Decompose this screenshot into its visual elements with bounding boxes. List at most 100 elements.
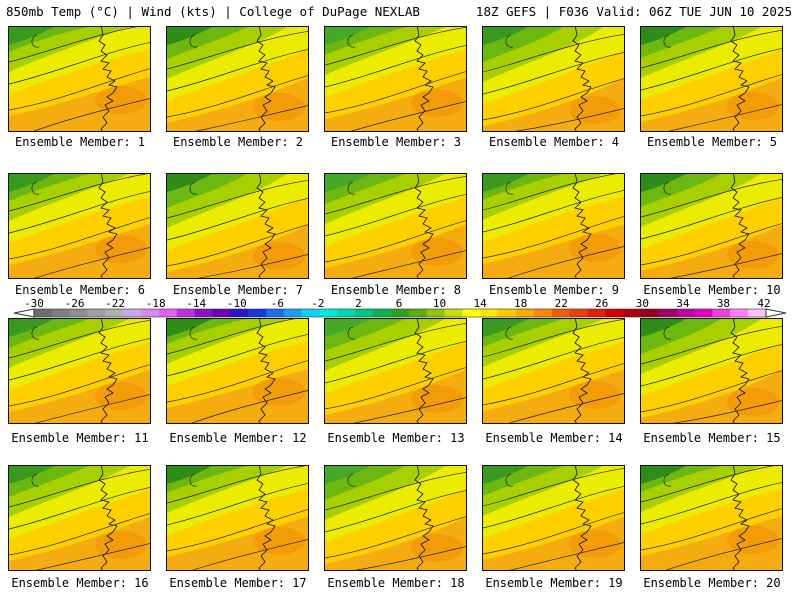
colorbar-segment (605, 309, 624, 317)
ensemble-panel (324, 465, 467, 571)
colorbar-segment (712, 309, 731, 317)
panel-label: Ensemble Member: 1 (14, 135, 146, 149)
ensemble-panel (640, 465, 783, 571)
colorbar-segment (248, 309, 267, 317)
temperature-colorbar: -30 -26 -22 -18 -14 -10 -6 -2 2 6 10 14 18 22 26 30 34 38… (13, 298, 787, 318)
colorbar-segment (444, 309, 463, 317)
temperature-map (641, 319, 782, 423)
ensemble-panel (8, 465, 151, 571)
panel-label: Ensemble Member: 11 (11, 431, 149, 445)
colorbar-segment (462, 309, 481, 317)
colorbar-segment (176, 309, 196, 317)
temperature-map (9, 174, 150, 278)
colorbar-segment (105, 309, 124, 317)
ensemble-panel (324, 173, 467, 279)
ensemble-panel (640, 26, 783, 132)
colorbar-segment (194, 309, 214, 317)
colorbar-tick-label: 18 (514, 298, 527, 310)
panel-label: Ensemble Member: 3 (330, 135, 462, 149)
panel-label: Ensemble Member: 17 (169, 576, 307, 590)
colorbar-segment (408, 309, 428, 317)
colorbar-segment (212, 309, 231, 317)
colorbar-segment (266, 309, 285, 317)
colorbar-segment (498, 309, 517, 317)
ensemble-panel (482, 465, 625, 571)
colorbar-tick-label: -22 (105, 298, 125, 310)
colorbar-tick-label: 30 (636, 298, 649, 310)
panel-label: Ensemble Member: 18 (327, 576, 465, 590)
colorbar-segment (283, 309, 303, 317)
panel-label: Ensemble Member: 20 (643, 576, 781, 590)
colorbar-tick-label: 38 (717, 298, 730, 310)
temperature-map (325, 319, 466, 423)
colorbar-segment (551, 309, 571, 317)
colorbar-segment (337, 309, 356, 317)
panel-label: Ensemble Member: 14 (485, 431, 623, 445)
temperature-map (641, 27, 782, 131)
panel-label: Ensemble Member: 13 (327, 431, 465, 445)
colorbar-segment (676, 309, 696, 317)
temperature-map (483, 174, 624, 278)
colorbar-segment (34, 309, 53, 317)
colorbar-tick-label: -26 (65, 298, 85, 310)
ensemble-panel (324, 26, 467, 132)
colorbar-tick-label: 42 (757, 298, 770, 310)
colorbar-segment (480, 309, 499, 317)
ensemble-panel (166, 465, 309, 571)
colorbar-tick-label: 14 (473, 298, 487, 310)
temperature-map (483, 466, 624, 570)
colorbar-tick-label: -18 (146, 298, 166, 310)
panel-label: Ensemble Member: 12 (169, 431, 307, 445)
ensemble-panel (166, 173, 309, 279)
panel-label: Ensemble Member: 19 (485, 576, 623, 590)
ensemble-panel (166, 26, 309, 132)
colorbar-tick-label: 10 (433, 298, 446, 310)
panel-label: Ensemble Member: 16 (11, 576, 149, 590)
ensemble-panel (166, 318, 309, 424)
panel-label: Ensemble Member: 5 (646, 135, 778, 149)
colorbar-segment (516, 309, 535, 317)
colorbar-outline (33, 308, 767, 318)
ensemble-panel (482, 26, 625, 132)
colorbar-segment (533, 309, 553, 317)
temperature-map (325, 174, 466, 278)
colorbar-segment (641, 309, 660, 317)
temperature-map (641, 466, 782, 570)
colorbar-left-arrow (13, 308, 35, 318)
colorbar-tick-label: 2 (355, 298, 362, 310)
temperature-map (9, 319, 150, 423)
colorbar-segment (123, 309, 142, 317)
colorbar-segment (748, 309, 767, 317)
colorbar-tick-label: 6 (396, 298, 403, 310)
ensemble-panel (640, 318, 783, 424)
model-run-info: 18Z GEFS | F036 Valid: 06Z TUE JUN 10 20… (475, 4, 792, 19)
temperature-map (167, 466, 308, 570)
temperature-map (9, 466, 150, 570)
temperature-map (641, 174, 782, 278)
panel-label: Ensemble Member: 2 (172, 135, 304, 149)
colorbar-segment (87, 309, 106, 317)
ensemble-panel (640, 173, 783, 279)
ensemble-panel (8, 26, 151, 132)
colorbar-tick-label: -14 (186, 298, 206, 310)
colorbar-segment (658, 309, 678, 317)
colorbar-tick-label: -30 (24, 298, 44, 310)
colorbar-segment (391, 309, 410, 317)
colorbar-segment (301, 309, 321, 317)
colorbar-segment (730, 309, 749, 317)
colorbar-segment (373, 309, 392, 317)
colorbar-tick-label: -10 (227, 298, 247, 310)
temperature-map (325, 27, 466, 131)
colorbar-segment (426, 309, 446, 317)
ensemble-panel (482, 318, 625, 424)
colorbar-segment (230, 309, 249, 317)
colorbar-segment (587, 309, 606, 317)
ensemble-panel (8, 318, 151, 424)
colorbar-segment (69, 309, 89, 317)
temperature-map (483, 27, 624, 131)
panel-label: Ensemble Member: 8 (330, 283, 462, 297)
chart-title: 850mb Temp (°C) | Wind (kts) | College o… (6, 4, 420, 19)
colorbar-segment (569, 309, 588, 317)
ensemble-panel (324, 318, 467, 424)
panel-label: Ensemble Member: 7 (172, 283, 304, 297)
